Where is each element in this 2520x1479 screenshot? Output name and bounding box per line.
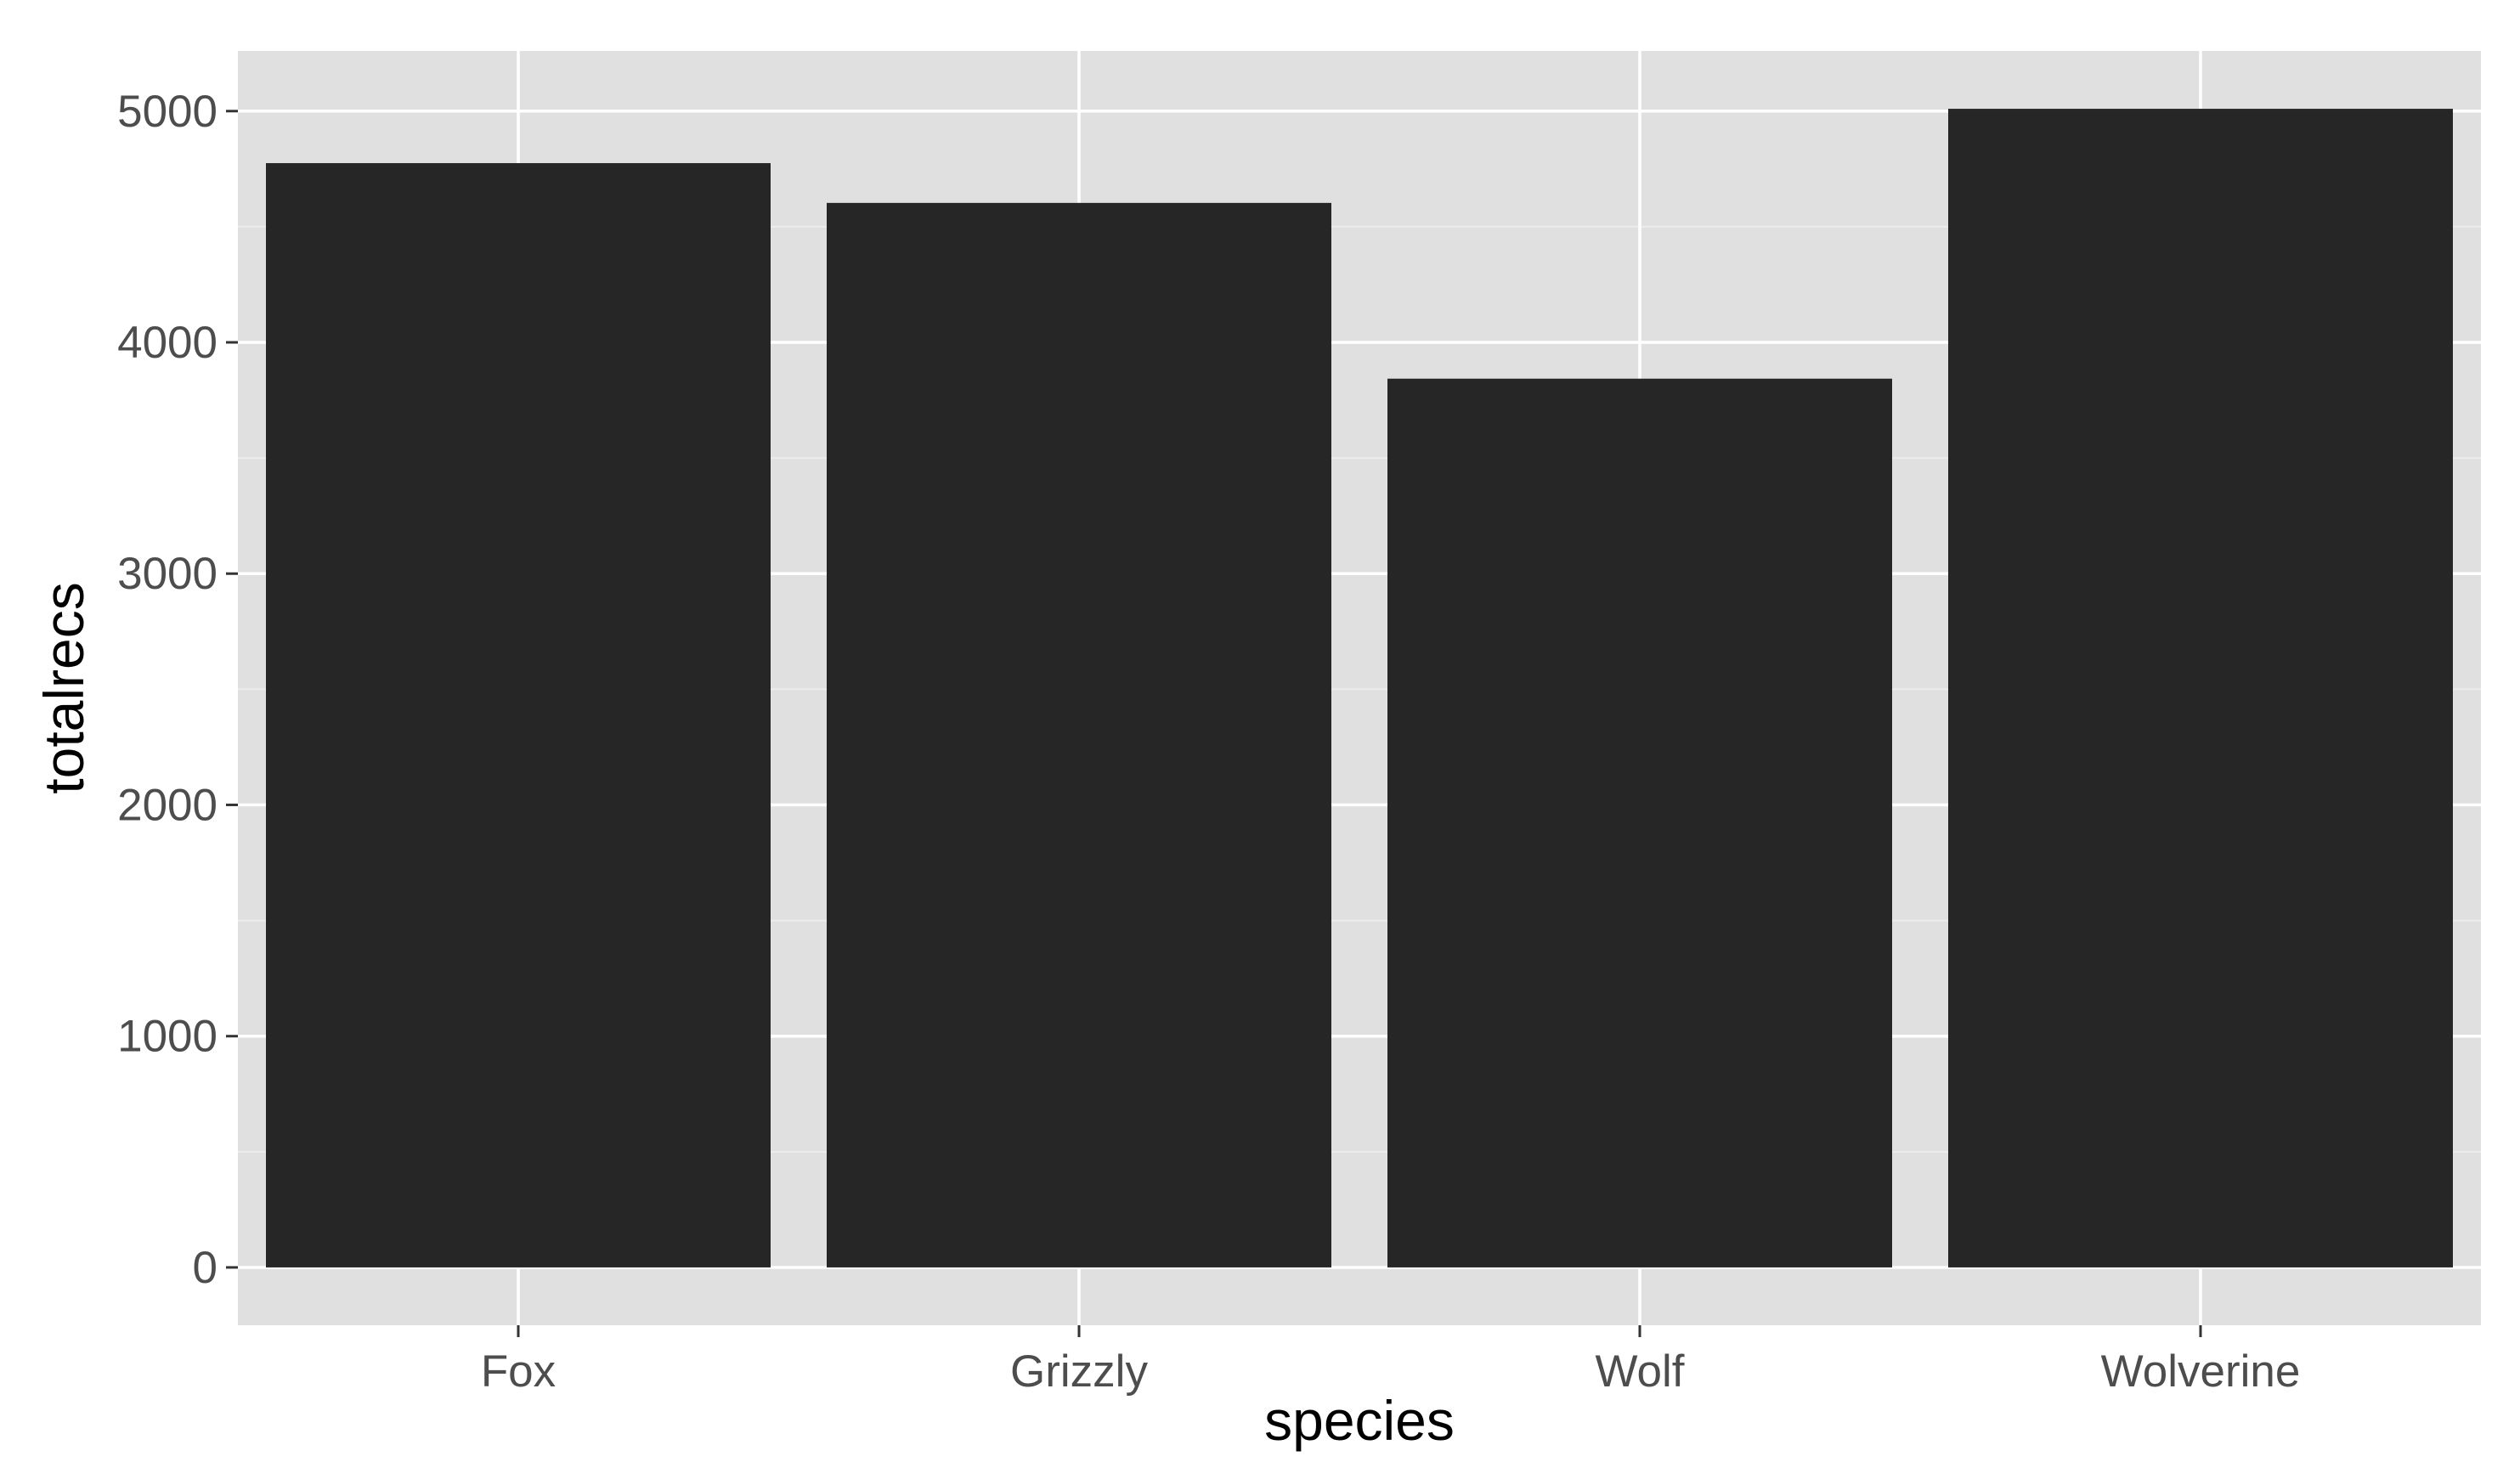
y-tick-label: 3000: [117, 549, 218, 599]
bar-fox: [266, 163, 771, 1267]
x-axis-title: species: [1264, 1389, 1455, 1452]
y-tick-label: 4000: [117, 318, 218, 368]
y-tick-label: 0: [193, 1243, 218, 1293]
bar-grizzly: [827, 202, 1331, 1267]
y-tick-label: 1000: [117, 1012, 218, 1062]
x-tick-label: Grizzly: [1010, 1346, 1148, 1397]
y-axis-title: totalrecs: [32, 582, 95, 793]
x-tick-label: Fox: [481, 1346, 556, 1397]
y-tick-label: 2000: [117, 780, 218, 830]
x-tick-label: Wolverine: [2101, 1346, 2301, 1397]
bar-wolf: [1387, 378, 1892, 1267]
x-tick-label: Wolf: [1595, 1346, 1684, 1397]
y-axis-ticks: 0 1000 2000 3000 4000 5000: [117, 87, 238, 1293]
bars: [266, 109, 2453, 1267]
bar-wolverine: [1948, 109, 2453, 1267]
y-tick-label: 5000: [117, 87, 218, 137]
x-axis-ticks: Fox Grizzly Wolf Wolverine: [481, 1325, 2301, 1397]
